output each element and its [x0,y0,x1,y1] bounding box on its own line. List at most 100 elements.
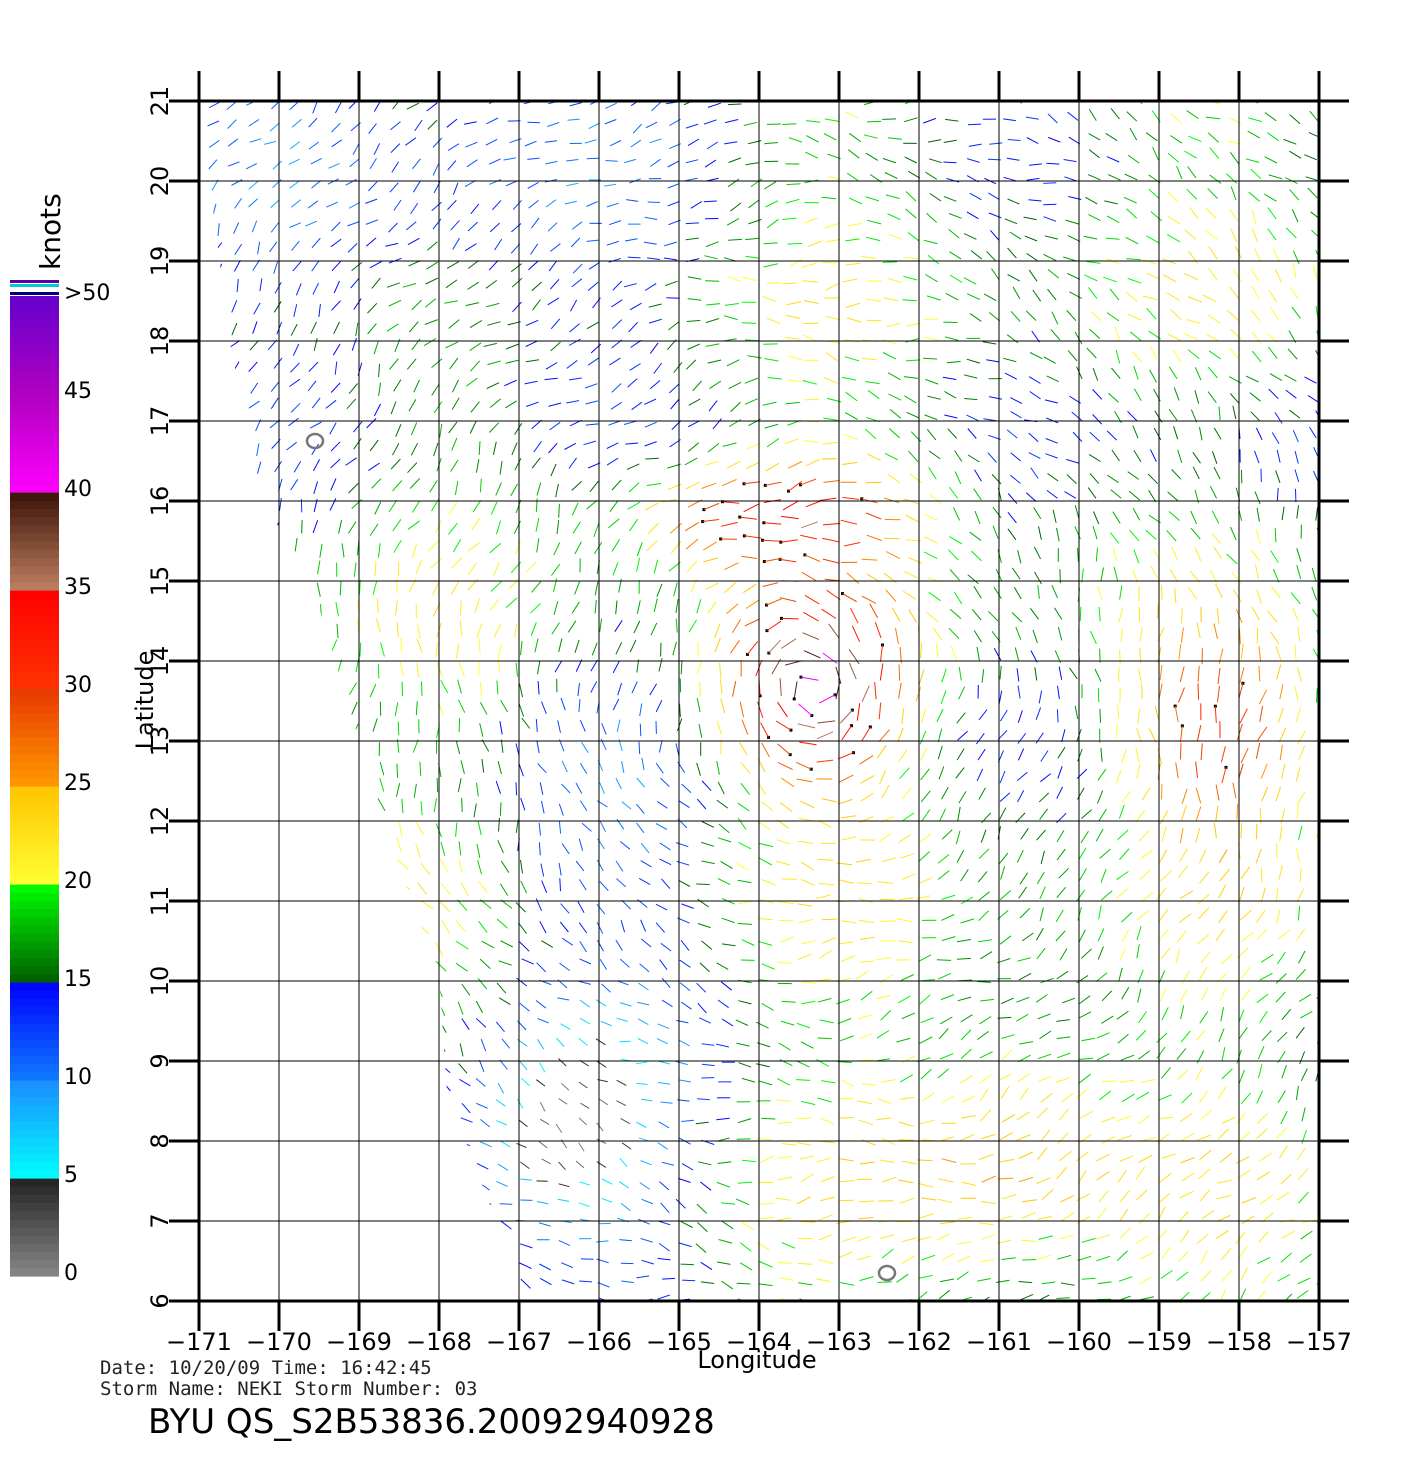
wind-vector-group [241,311,1059,1248]
wind-vector-group [337,113,1319,1285]
wind-vector-group [801,571,817,582]
wind-vector-group [579,922,604,953]
wind-vector-group [1177,687,1185,703]
wind-vector-group [703,557,1160,1165]
wind-vector-group [840,481,1188,805]
wind-vector-group [199,101,679,1301]
wind-vector-group [220,312,1183,1301]
wind-vector-group [636,1060,671,1128]
wind-vector-group [1221,767,1227,784]
wind-vector-group [358,282,1279,1301]
wind-vector-group [241,117,1018,1292]
wind-vector-group [407,517,1280,1282]
wind-vector-group [395,250,1283,1205]
wind-vector-group [722,501,798,543]
wind-vector-group [866,534,882,541]
wind-vector-group [1036,114,1301,865]
x-tick-label: −169 [326,1328,392,1356]
wind-vector-group [601,1197,613,1203]
rain-flag-mark [1173,704,1177,708]
wind-vector-group [215,101,1319,499]
speed-colorbar: 0 5 10 15 20 25 30 35 40 45 >50 [10,280,110,1286]
wind-vector-group [1181,805,1187,821]
wind-vector-group [763,522,841,746]
wind-vector-group [218,442,221,455]
wind-vector-group [636,135,1307,1282]
wind-vector-group [410,279,1044,1284]
wind-vector-group [217,263,1317,1030]
wind-vector-group [258,102,1081,1209]
wind-vector-group [288,122,600,1171]
wind-vector-group [341,330,1161,1024]
wind-vector-group [745,461,1278,1183]
wind-vector-group [836,498,1266,1225]
wind-vector-group [368,101,1319,723]
date-time-line: Date: 10/20/09 Time: 16:42:45 [100,1357,432,1379]
wind-vector-group [272,179,650,854]
wind-vector-group [739,516,1221,739]
wind-vector-group [317,174,1319,1301]
wind-vector-group [361,101,1287,1130]
wind-vector-group [199,101,1237,1301]
wind-vector-group [564,200,692,1190]
wind-vector-group [600,1002,632,1027]
wind-vector-group [538,1141,548,1149]
wind-vector-group [848,649,860,665]
wind-vector-group [358,238,1281,1282]
wind-vector-group [348,139,673,1104]
wind-vector-group [340,315,1312,1253]
wind-vector-group [838,941,854,945]
wind-vector-group [252,112,1302,1142]
wind-vector-group [199,117,648,914]
wind-vector-group [274,158,1001,1010]
wind-vector-group [796,827,1251,1205]
wind-vector-group [298,406,1221,1266]
wind-vector-group [251,220,641,233]
wind-vector-group [539,1101,546,1112]
wind-vector-group [277,123,1243,1301]
wind-vector-group [781,777,795,788]
wind-vector-group [419,681,1012,1124]
wind-vector-group [579,999,591,1008]
wind-vector-group [636,1082,648,1085]
wind-vector-group [297,376,1119,1153]
wind-vector-group [200,130,1261,1214]
wind-vector-group [220,216,1057,1091]
rain-flag-mark [765,629,769,633]
wind-vector-group [217,199,1241,1289]
wind-vector-group [680,218,1018,1228]
wind-vector-group [199,111,1081,757]
wind-vector-group [800,534,877,760]
colorbar-tick-label: 0 [64,1261,78,1286]
rain-flag-mark [868,725,872,729]
wind-vector-group [292,208,1299,1005]
wind-vector-group [221,133,1103,800]
wind-vector-group [212,140,1163,828]
wind-vector-group [884,497,900,504]
wind-vector-group [199,101,980,1112]
wind-vector-group [472,500,1264,1104]
wind-vector-group [798,703,813,716]
y-tick-label: 7 [146,1213,174,1228]
wind-vector-group [311,241,1297,1190]
wind-vector-group [779,802,1110,1225]
wind-vector-group [252,140,680,757]
wind-vector-group [816,743,1203,763]
islands [305,432,897,1282]
wind-vector-group [245,157,377,170]
wind-vector-group [641,1121,670,1205]
wind-vector-group [260,116,1057,1050]
wind-vector-group [216,283,1317,1112]
wind-vector-group [846,572,860,584]
wind-vector-group [217,365,1247,1301]
wind-vector-group [560,183,669,1224]
wind-vector-group [817,720,836,724]
wind-vector-group [214,260,1279,1121]
wind-vector-group [235,203,694,1285]
rain-flag-mark [701,520,705,524]
wind-vector-group [248,198,258,208]
wind-vector-group [517,1038,652,1166]
wind-vector-group [816,731,834,740]
x-tick-label: −165 [646,1328,712,1356]
wind-vector-group [997,684,1284,1180]
